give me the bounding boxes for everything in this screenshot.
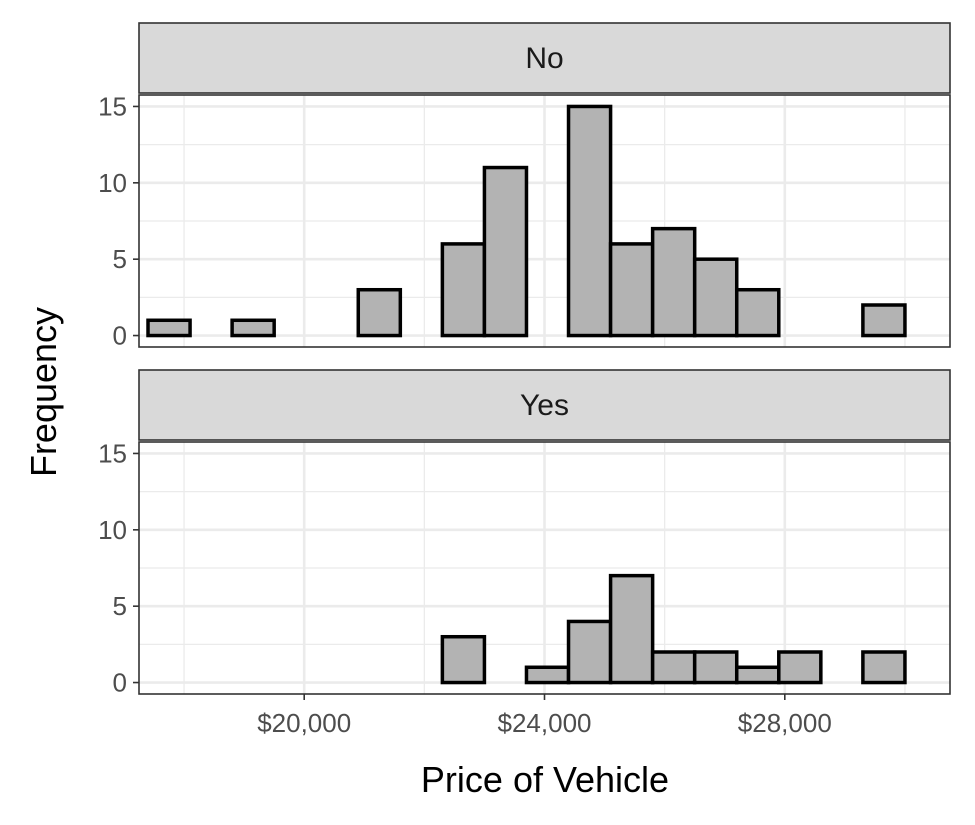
histogram-bar [566,619,613,685]
histogram-bar [861,650,907,685]
panel-yes: Yes 0 5 10 15 [98,369,951,698]
histogram-bar [356,287,403,338]
x-axis-title: Price of Vehicle [421,759,669,800]
y-tick-label: 10 [98,168,127,198]
histogram-bar [440,634,487,685]
histogram-bar [777,650,823,685]
histogram-bar [692,650,739,685]
y-tick-label: 0 [113,668,127,698]
y-axis-title: Frequency [23,307,64,477]
x-axis: $20,000 $24,000 $28,000 [257,694,832,738]
histogram-bar [566,104,613,338]
histogram-bar [608,573,655,685]
y-axis: 0 5 10 15 [98,438,139,698]
bars [146,104,907,338]
histogram-bar [734,665,781,685]
histogram-bar [230,318,276,338]
y-tick-label: 15 [98,91,127,121]
histogram-bar [524,665,571,685]
y-tick-label: 0 [113,321,127,351]
y-tick-label: 5 [113,591,127,621]
panel-border [138,94,951,348]
x-tick-label: $24,000 [498,708,592,738]
bars [440,573,907,685]
y-tick-label: 10 [98,515,127,545]
histogram-bar [692,257,739,338]
histogram-bar [146,318,192,338]
histogram-bar [650,226,697,338]
x-tick-label: $20,000 [257,708,351,738]
facet-strip-label: Yes [520,389,569,422]
panel-no: No 0 5 10 15 [98,22,951,351]
histogram-bar [608,242,655,338]
facet-strip [138,369,951,441]
facet-strip-label: No [525,42,563,75]
y-tick-label: 15 [98,438,127,468]
histogram-bar [734,287,781,338]
gridlines [139,95,950,347]
histogram-bar [482,165,529,338]
facet-strip [138,22,951,94]
y-axis: 0 5 10 15 [98,91,139,351]
panels: No 0 5 10 15 Yes 0 5 10 15 [98,22,951,698]
y-tick-label: 5 [113,244,127,274]
histogram-bar [861,303,907,338]
histogram-bar [440,242,487,338]
x-tick-label: $28,000 [738,708,832,738]
histogram-bar [650,650,697,685]
